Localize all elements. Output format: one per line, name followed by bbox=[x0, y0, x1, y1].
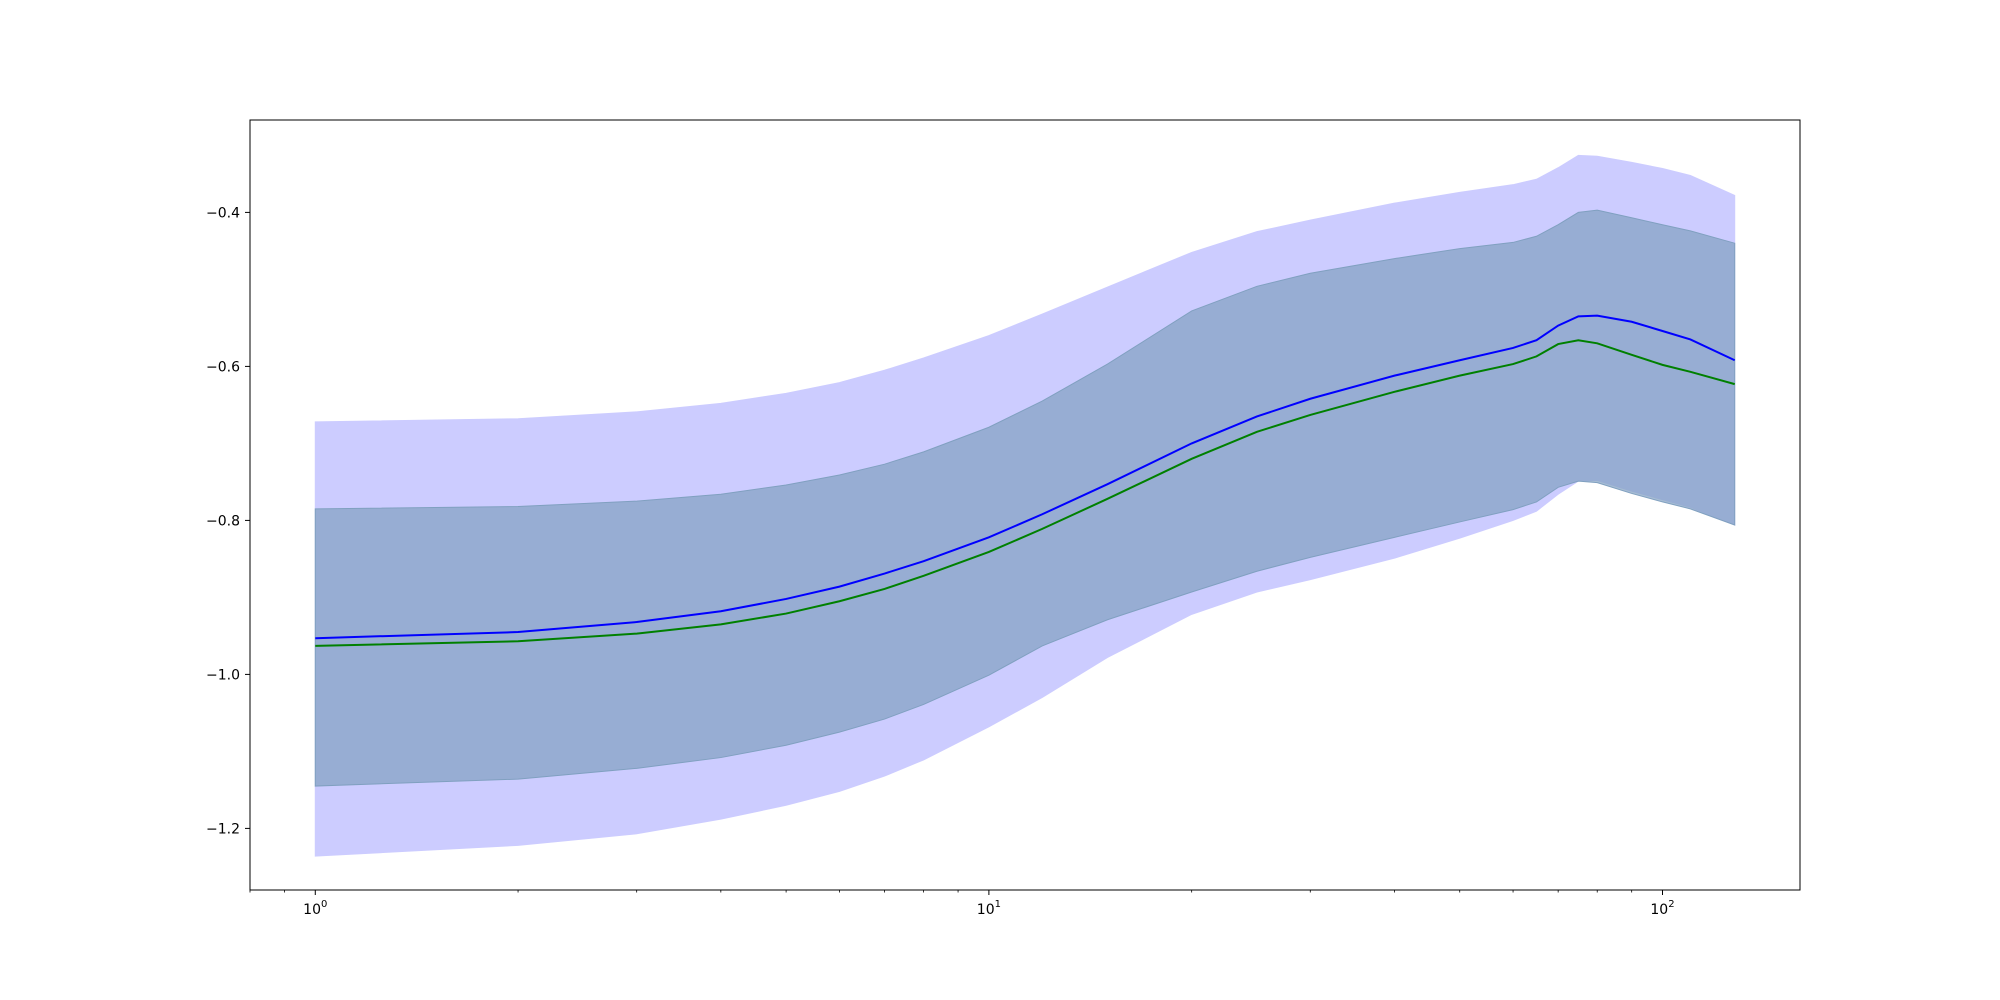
x-tick-label: 102 bbox=[1650, 899, 1674, 918]
y-tick-label: −1.2 bbox=[206, 821, 240, 837]
series-2-band bbox=[314, 209, 1736, 787]
y-tick-label: −0.4 bbox=[206, 205, 240, 221]
x-axis: 100 101 102 bbox=[249, 890, 1675, 918]
y-axis: −0.4 −0.6 −0.8 −1.0 −1.2 bbox=[206, 205, 250, 837]
series-2-line bbox=[315, 339, 1735, 647]
y-tick-label: −0.8 bbox=[206, 513, 240, 529]
x-tick-label: 100 bbox=[303, 899, 327, 918]
y-tick-label: −1.0 bbox=[206, 667, 240, 683]
series-1-line bbox=[315, 314, 1736, 640]
plot-frame bbox=[249, 119, 1801, 891]
y-tick-label: −0.6 bbox=[206, 359, 240, 375]
lines-layer bbox=[315, 314, 1736, 647]
x-tick-label: 101 bbox=[977, 899, 1001, 918]
bands-layer bbox=[314, 154, 1736, 857]
